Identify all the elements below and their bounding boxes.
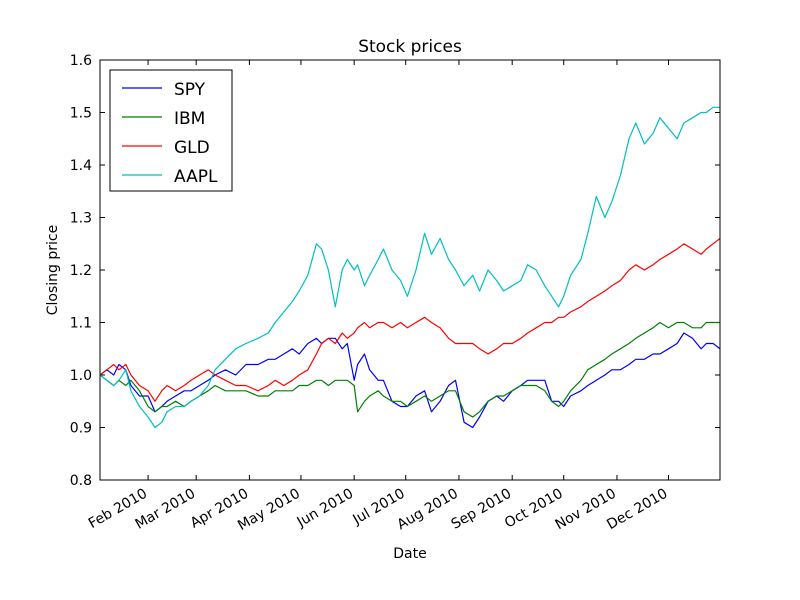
- x-axis-label: Date: [393, 546, 426, 562]
- legend-label-aapl: AAPL: [174, 167, 218, 187]
- y-tick-label: 0.9: [70, 421, 92, 437]
- y-tick-label: 0.8: [70, 473, 92, 489]
- plot-frame: [99, 59, 721, 481]
- series-line-spy: [100, 332, 720, 429]
- chart-title: Stock prices: [358, 37, 462, 57]
- y-tick-label: 1.3: [70, 211, 92, 227]
- legend-label-ibm: IBM: [174, 109, 205, 129]
- legend-label-spy: SPY: [174, 80, 206, 100]
- series-lines: [100, 106, 720, 429]
- y-tick-label: 1.1: [70, 316, 92, 332]
- legend-box: [109, 69, 233, 192]
- y-tick-label: 1.0: [70, 368, 92, 384]
- y-axis-label: Closing price: [45, 225, 61, 315]
- legend-label-gld: GLD: [174, 138, 210, 158]
- y-tick-label: 1.5: [70, 106, 92, 122]
- series-line-aapl: [100, 106, 720, 429]
- y-axis-ticks: 0.8 0.9 1.0 1.1 1.2 1.3 1.4 1.5 1.6: [70, 53, 720, 489]
- y-tick-label: 1.6: [70, 53, 92, 69]
- legend: SPY IBM GLD AAPL: [109, 69, 233, 192]
- y-tick-label: 1.2: [70, 263, 92, 279]
- y-tick-label: 1.4: [70, 158, 92, 174]
- series-line-gld: [100, 238, 720, 402]
